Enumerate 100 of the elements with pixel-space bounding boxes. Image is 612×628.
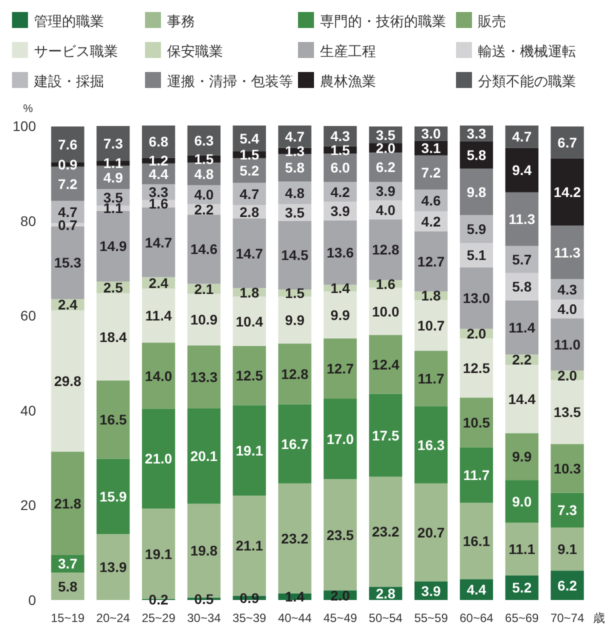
bar — [550, 570, 584, 600]
data-label: 14.4 — [508, 391, 536, 408]
data-label: 12.8 — [281, 366, 309, 382]
data-label: 2.2 — [512, 352, 532, 368]
bar — [278, 404, 312, 484]
data-label: 9.9 — [512, 448, 532, 465]
data-label: 10.7 — [417, 317, 445, 334]
x-tick-label: 20~24 — [96, 611, 130, 625]
data-label: 7.2 — [58, 176, 78, 192]
data-label: 2.8 — [240, 204, 260, 220]
x-tick-label: 65~69 — [505, 611, 540, 625]
data-label: 10.0 — [372, 303, 400, 320]
data-label: 17.5 — [372, 427, 400, 444]
bar — [324, 398, 357, 480]
bar — [550, 380, 584, 444]
data-label: 4.4 — [466, 582, 486, 598]
bar — [505, 364, 538, 434]
data-label: 4.0 — [194, 186, 214, 203]
data-label: 13.3 — [190, 368, 218, 385]
bar — [550, 444, 584, 493]
y-tick-label: 20 — [20, 497, 36, 514]
bar — [505, 148, 538, 192]
data-label: 13.6 — [326, 244, 354, 261]
y-tick-label: 40 — [20, 402, 36, 418]
data-label: 0.9 — [58, 156, 78, 173]
data-label: 5.8 — [285, 160, 305, 176]
data-label: 23.2 — [372, 524, 400, 540]
data-label: 5.2 — [512, 580, 532, 596]
bar — [187, 345, 221, 409]
data-label: 12.8 — [372, 242, 400, 258]
bar — [232, 296, 266, 346]
data-label: 19.8 — [190, 542, 218, 559]
data-label: 12.5 — [462, 360, 490, 376]
data-label: 12.5 — [236, 368, 264, 384]
data-label: 21.0 — [144, 450, 172, 467]
data-label: 2.4 — [148, 274, 168, 291]
data-label: 19.1 — [236, 442, 264, 458]
bar — [550, 126, 584, 158]
bar — [51, 310, 84, 452]
data-label: 5.8 — [58, 578, 78, 594]
bar — [550, 492, 584, 528]
data-label: 13.9 — [100, 559, 127, 576]
data-label: 10.9 — [190, 312, 218, 328]
data-label: 9.8 — [466, 184, 486, 200]
data-label: 16.3 — [417, 436, 445, 453]
data-label: 1.8 — [240, 284, 260, 300]
bar — [460, 267, 494, 329]
legend-label: 建設・採掘 — [33, 73, 104, 89]
bar — [324, 479, 357, 591]
legend-label: 農林漁業 — [320, 73, 376, 89]
bar — [460, 398, 494, 448]
bar — [460, 338, 494, 398]
bar — [142, 208, 176, 278]
data-label: 4.7 — [285, 128, 305, 145]
data-label: 9.9 — [285, 312, 305, 328]
bar — [142, 408, 176, 509]
data-label: 21.1 — [236, 538, 264, 554]
y-tick-label: 100 — [12, 118, 36, 134]
bar — [324, 291, 357, 338]
data-label: 16.7 — [281, 436, 309, 452]
bar — [505, 433, 538, 480]
bar — [232, 218, 266, 288]
legend-label: サービス職業 — [34, 43, 118, 59]
bar — [369, 219, 402, 280]
data-label: 2.1 — [194, 280, 214, 297]
data-label: 1.4 — [330, 280, 350, 296]
data-label: 6.2 — [558, 577, 578, 594]
data-label: 4.8 — [194, 166, 214, 182]
data-label: 15.9 — [100, 488, 127, 504]
bar — [324, 338, 357, 399]
data-label: 13.5 — [554, 404, 582, 420]
data-label: 20.1 — [190, 448, 218, 464]
data-label: 2.0 — [558, 367, 578, 384]
data-label: 12.7 — [326, 360, 354, 376]
bar — [278, 296, 312, 344]
data-label: 18.4 — [100, 328, 127, 345]
data-label: 11.0 — [554, 336, 581, 353]
data-label: 20.7 — [417, 524, 445, 540]
data-label: 14.9 — [100, 238, 127, 254]
data-label: 5.8 — [512, 278, 532, 295]
bar — [414, 300, 448, 351]
data-label: 6.7 — [558, 134, 578, 150]
data-label: 2.0 — [330, 587, 350, 604]
data-label: 6.8 — [148, 134, 168, 150]
data-label: 9.4 — [512, 162, 532, 178]
bar — [505, 300, 538, 354]
data-label: 2.2 — [194, 201, 214, 218]
data-label: 3.7 — [58, 556, 78, 572]
bar — [51, 452, 84, 555]
data-label: 14.7 — [144, 234, 172, 250]
data-label: 16.1 — [462, 532, 490, 549]
data-label: 3.9 — [330, 203, 350, 220]
data-label: 4.9 — [103, 169, 124, 186]
data-label: 14.6 — [190, 241, 218, 258]
bar — [369, 394, 402, 477]
data-label: 10.4 — [236, 313, 264, 330]
legend-label: 運搬・清掃・包装等 — [167, 73, 293, 89]
data-label: 15.3 — [54, 254, 82, 271]
legend-label: 生産工程 — [320, 43, 376, 59]
data-label: 3.1 — [421, 140, 441, 156]
